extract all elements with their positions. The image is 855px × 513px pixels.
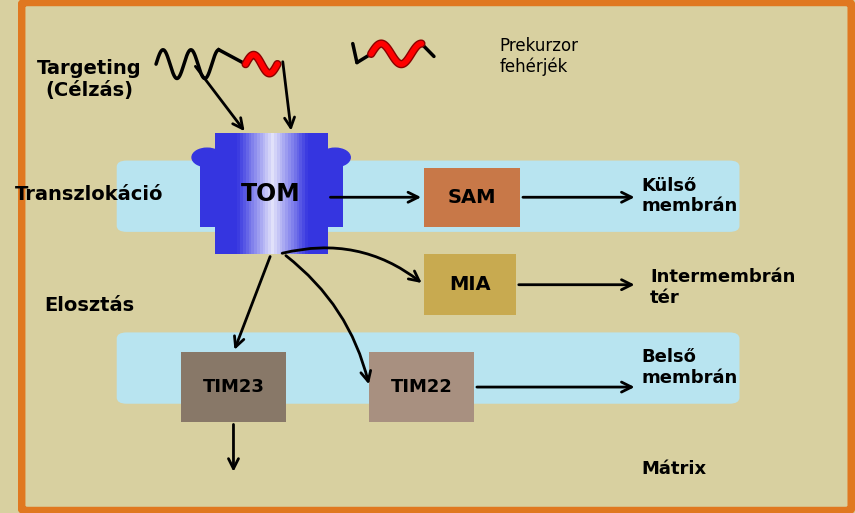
Text: Belső
membrán: Belső membrán — [641, 348, 738, 387]
Bar — [223, 133, 227, 254]
Bar — [268, 133, 272, 254]
Bar — [310, 133, 315, 254]
Bar — [266, 133, 269, 254]
Text: Intermembrán
tér: Intermembrán tér — [650, 268, 795, 307]
Bar — [217, 133, 221, 254]
Bar — [237, 133, 241, 254]
Bar — [325, 133, 328, 254]
Bar — [240, 133, 244, 254]
Bar — [245, 133, 250, 254]
Bar — [327, 161, 343, 227]
Bar — [274, 133, 278, 254]
Bar — [215, 133, 218, 254]
Bar — [308, 133, 311, 254]
Text: Elosztás: Elosztás — [44, 295, 134, 315]
Bar — [254, 133, 258, 254]
Bar — [215, 133, 327, 254]
Bar — [257, 133, 261, 254]
Text: TOM: TOM — [241, 182, 301, 206]
Bar — [199, 161, 215, 227]
Bar — [297, 133, 300, 254]
Text: Transzlokáció: Transzlokáció — [15, 185, 163, 205]
Bar — [424, 254, 516, 315]
Circle shape — [192, 148, 222, 167]
FancyBboxPatch shape — [21, 2, 852, 511]
Text: TIM23: TIM23 — [203, 378, 264, 396]
Text: Targeting
(Célzás): Targeting (Célzás) — [37, 59, 141, 100]
Bar — [316, 133, 320, 254]
Text: Külső
membrán: Külső membrán — [641, 176, 738, 215]
Text: Prekurzor
fehérjék: Prekurzor fehérjék — [499, 37, 578, 76]
Bar — [271, 133, 274, 254]
Bar — [243, 133, 246, 254]
Circle shape — [320, 148, 351, 167]
Bar — [221, 133, 224, 254]
Bar — [262, 133, 266, 254]
Bar — [226, 133, 230, 254]
Bar — [424, 168, 520, 227]
Bar — [305, 133, 309, 254]
FancyBboxPatch shape — [116, 332, 740, 404]
Bar — [260, 133, 263, 254]
Bar — [286, 133, 289, 254]
Text: TIM22: TIM22 — [391, 378, 453, 396]
Bar — [282, 133, 286, 254]
Bar — [234, 133, 238, 254]
Bar — [277, 133, 280, 254]
Bar — [314, 133, 317, 254]
Bar — [319, 133, 323, 254]
FancyBboxPatch shape — [116, 161, 740, 232]
Bar — [369, 352, 475, 422]
Bar — [322, 133, 326, 254]
Bar — [181, 352, 286, 422]
Bar — [280, 133, 283, 254]
Bar — [249, 133, 252, 254]
Bar — [302, 133, 306, 254]
Text: SAM: SAM — [448, 188, 496, 207]
Bar — [232, 133, 235, 254]
Bar — [291, 133, 295, 254]
Bar — [299, 133, 303, 254]
Text: Mátrix: Mátrix — [641, 460, 707, 479]
Bar — [251, 133, 255, 254]
Bar — [294, 133, 298, 254]
Bar — [288, 133, 292, 254]
Bar — [229, 133, 233, 254]
Text: MIA: MIA — [449, 275, 491, 294]
